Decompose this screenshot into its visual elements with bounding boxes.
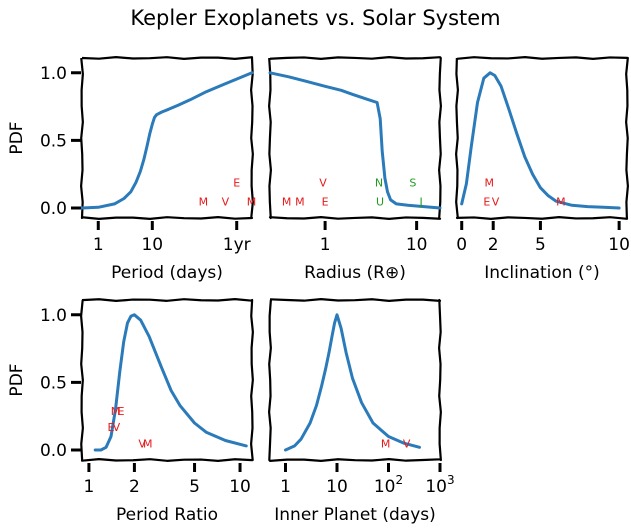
x-tick-exponent: 2 <box>396 473 404 487</box>
planet-marker-m: M <box>295 195 305 208</box>
x-tick-label: 10 <box>326 477 348 497</box>
planet-marker-e: E <box>483 195 490 208</box>
y-tick-label: 0.0 <box>40 199 67 219</box>
pdf-curve <box>460 71 621 210</box>
y-axis-label: PDF <box>7 121 27 154</box>
planet-marker-e: E <box>108 421 115 434</box>
planet-marker-e: E <box>118 405 125 418</box>
planet-marker-u: U <box>376 195 384 208</box>
y-tick-label: 1.0 <box>40 306 67 326</box>
x-tick-label: 10 <box>229 477 251 497</box>
planet-marker-m: M <box>199 195 209 208</box>
x-tick-label: 2 <box>488 235 499 255</box>
planet-marker-m: M <box>282 195 292 208</box>
planet-marker-m: M <box>556 195 566 208</box>
planet-marker-v: V <box>403 437 411 450</box>
pdf-curve <box>93 313 248 452</box>
plot-frame <box>80 298 254 462</box>
planet-marker-m: M <box>381 437 391 450</box>
y-tick-label: 0.5 <box>40 131 67 151</box>
y-tick-label: 0.5 <box>40 373 67 393</box>
x-axis-label: Inclination (°) <box>484 263 600 283</box>
x-tick-label: 1 <box>93 235 104 255</box>
x-axis-label: Period Ratio <box>116 505 218 525</box>
planet-marker-v: V <box>138 437 146 450</box>
plot-frame <box>455 56 629 220</box>
planet-marker-m: M <box>247 195 257 208</box>
pdf-curve <box>284 313 421 452</box>
planet-marker-s: S <box>409 176 416 189</box>
plot-frame <box>268 298 442 462</box>
plot-frame <box>80 56 254 220</box>
x-tick-label: 1 <box>84 477 95 497</box>
planet-marker-m: M <box>485 176 495 189</box>
x-tick-label: 1 <box>320 235 331 255</box>
y-tick-label: 0.0 <box>40 441 67 461</box>
planet-marker-n: N <box>375 176 383 189</box>
x-tick-label: 5 <box>189 477 200 497</box>
planet-marker-m: M <box>111 405 121 418</box>
planet-marker-v: V <box>222 195 230 208</box>
planet-marker-e: E <box>233 176 240 189</box>
x-tick-label: 1yr <box>223 235 251 255</box>
x-tick-label: 103 <box>425 473 454 497</box>
x-tick-exponent: 3 <box>447 473 455 487</box>
x-tick-label: 10 <box>141 235 163 255</box>
planet-marker-m: M <box>143 437 153 450</box>
x-tick-label: 10 <box>608 235 630 255</box>
figure-title: Kepler Exoplanets vs. Solar System <box>130 6 501 30</box>
pdf-curve <box>268 71 442 210</box>
x-tick-label: 1 <box>280 477 291 497</box>
x-axis-label: Period (days) <box>111 263 223 283</box>
x-axis-label: Inner Planet (days) <box>274 505 436 525</box>
pdf-curve <box>80 71 254 210</box>
x-tick-label: 2 <box>129 477 140 497</box>
planet-marker-v: V <box>113 421 121 434</box>
chart-panel-inner-planet: 1 10 102 103 Inner Planet (days) M V <box>268 298 455 525</box>
x-tick-label: 102 <box>374 473 403 497</box>
plot-frame <box>268 56 442 220</box>
planet-marker-v: V <box>319 176 327 189</box>
x-axis-label: Radius (R⊕) <box>304 263 406 283</box>
y-axis-label: PDF <box>7 363 27 396</box>
y-tick-label: 1.0 <box>40 64 67 84</box>
x-tick-label: 5 <box>535 235 546 255</box>
x-tick-label: 0 <box>456 235 467 255</box>
x-tick-label: 10 <box>406 235 428 255</box>
planet-marker-j: J <box>419 195 423 208</box>
planet-marker-v: V <box>492 195 500 208</box>
planet-marker-e: E <box>322 195 329 208</box>
